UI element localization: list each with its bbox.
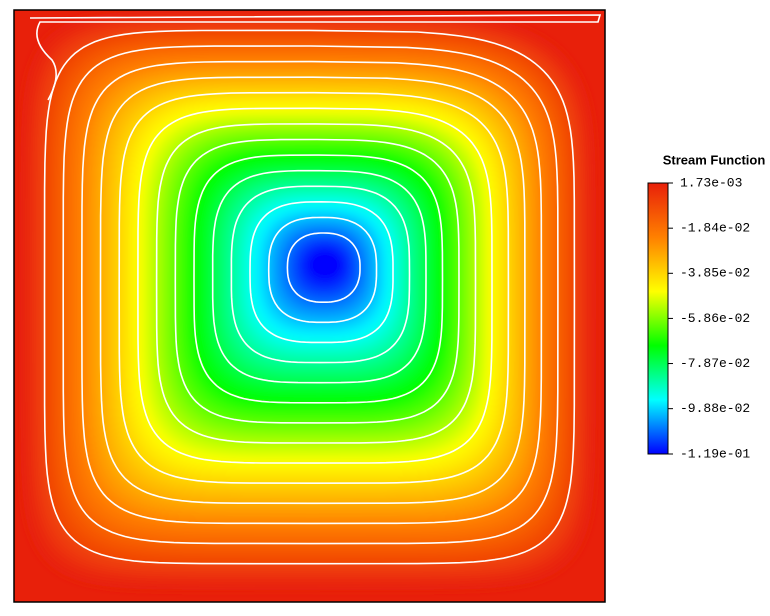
colorbar-tick-label: 1.73e-03	[680, 175, 742, 190]
colorbar	[647, 182, 669, 455]
colorbar-tick-label: -1.84e-02	[680, 221, 750, 236]
streamline	[80, 60, 543, 525]
colorbar-tick-label: -1.19e-01	[680, 446, 750, 461]
streamline	[174, 138, 460, 424]
streamline	[118, 91, 510, 485]
field-level	[309, 251, 341, 279]
streamline	[155, 123, 477, 444]
plot-area	[14, 10, 605, 602]
colorbar-tick-label: -7.87e-02	[680, 356, 750, 371]
streamline	[230, 185, 411, 364]
streamline	[249, 200, 394, 344]
streamline	[137, 107, 493, 464]
colorbar-title: Stream Function	[663, 152, 766, 167]
colorbar-tick-label: -3.85e-02	[680, 266, 750, 281]
streamline	[267, 216, 378, 324]
streamline	[99, 76, 526, 505]
streamline	[211, 169, 427, 384]
streamline	[62, 45, 559, 545]
streamline	[29, 14, 602, 101]
streamline	[43, 29, 576, 565]
streamline	[193, 154, 444, 404]
colorbar-tick-label: -5.86e-02	[680, 311, 750, 326]
streamlines	[29, 14, 602, 565]
colorbar-tick-label: -9.88e-02	[680, 401, 750, 416]
streamline	[286, 232, 361, 303]
plot-frame	[13, 9, 606, 603]
